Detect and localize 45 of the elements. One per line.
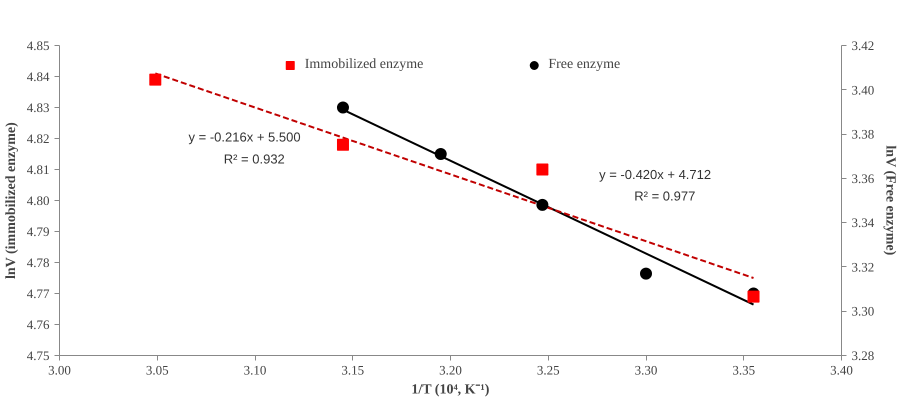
point bbox=[748, 290, 760, 303]
y2-axis-title: lnV (Free enzyme) bbox=[882, 145, 898, 256]
y-tick-label: 4.84 bbox=[26, 69, 50, 84]
x-axis-title: 1/T (10⁴, K⁻¹) bbox=[411, 382, 490, 398]
x-tick-label: 3.30 bbox=[634, 362, 658, 378]
point bbox=[336, 138, 349, 151]
y2-tick-label: 3.28 bbox=[852, 348, 874, 363]
annotation: y = -0.216x + 5.500 bbox=[188, 130, 301, 145]
annotation: R² = 0.977 bbox=[634, 188, 696, 204]
y-tick-label: 4.79 bbox=[26, 224, 50, 239]
y2-tick-label: 3.42 bbox=[852, 38, 874, 53]
annotation: y = -0.420x + 4.712 bbox=[599, 166, 712, 182]
x-tick-label: 3.15 bbox=[341, 362, 364, 378]
point bbox=[336, 102, 349, 114]
y-tick-label: 4.78 bbox=[26, 255, 50, 270]
x-tick-label: 3.35 bbox=[732, 362, 756, 378]
legend-label: Free enzyme bbox=[548, 57, 620, 73]
x-tick-label: 3.05 bbox=[146, 362, 169, 378]
y-tick-label: 4.80 bbox=[26, 193, 50, 208]
y-tick-label: 4.82 bbox=[26, 131, 50, 146]
point bbox=[434, 148, 447, 160]
y-axis-title: lnV (immobilized enzyme) bbox=[4, 122, 19, 280]
y-tick-label: 4.75 bbox=[26, 348, 50, 363]
y2-tick-label: 3.30 bbox=[852, 304, 874, 319]
y2-tick-label: 3.32 bbox=[852, 259, 874, 274]
y2-tick-label: 3.38 bbox=[852, 126, 874, 142]
legend-label: Immobilized enzyme bbox=[304, 57, 424, 73]
y2-tick-label: 3.34 bbox=[852, 215, 875, 230]
x-tick-label: 3.20 bbox=[439, 362, 462, 378]
point bbox=[640, 268, 652, 280]
annotation: R² = 0.932 bbox=[224, 151, 285, 166]
y-tick-label: 4.83 bbox=[26, 100, 50, 115]
y-tick-label: 4.85 bbox=[26, 38, 50, 53]
y-tick-label: 4.76 bbox=[26, 317, 50, 332]
y2-tick-label: 3.40 bbox=[852, 82, 874, 98]
x-tick-label: 3.25 bbox=[536, 362, 560, 378]
point bbox=[149, 74, 162, 86]
point bbox=[536, 164, 548, 176]
point bbox=[536, 198, 548, 211]
y-tick-label: 4.81 bbox=[26, 162, 50, 177]
x-tick-label: 3.10 bbox=[244, 362, 266, 378]
x-tick-label: 3.00 bbox=[48, 362, 71, 378]
y2-tick-label: 3.36 bbox=[852, 170, 875, 186]
x-tick-label: 3.40 bbox=[830, 362, 853, 378]
y-tick-label: 4.77 bbox=[26, 286, 50, 301]
